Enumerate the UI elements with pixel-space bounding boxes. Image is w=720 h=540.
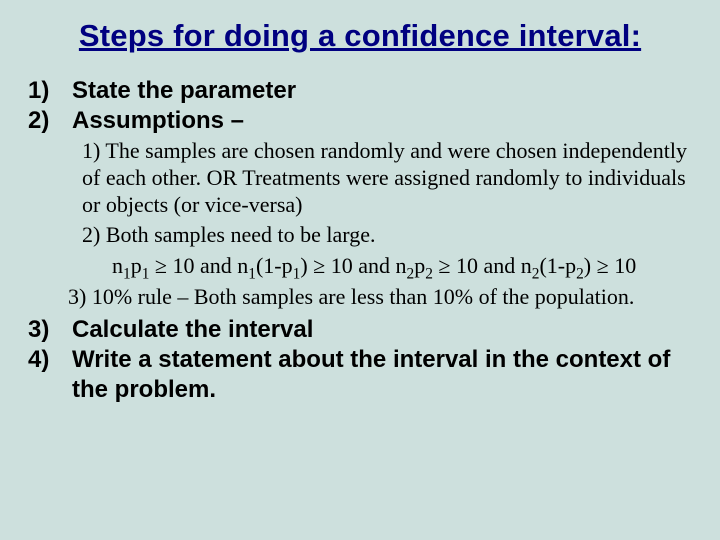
step-3-number: 3) [28,315,72,345]
step-4-text: Write a statement about the interval in … [72,345,692,405]
step-1-number: 1) [28,76,72,106]
step-2: 2) Assumptions – [28,106,692,136]
step-4: 4) Write a statement about the interval … [28,345,692,405]
step-2-number: 2) [28,106,72,136]
step-4-number: 4) [28,345,72,405]
step-2-text: Assumptions – [72,106,692,136]
math-n1p1: n1p1 ≥ 10 and n1(1-p1) ≥ 10 and n2p2 ≥ 1… [112,253,636,278]
slide-title: Steps for doing a confidence interval: [28,18,692,54]
assumption-1: 1) The samples are chosen randomly and w… [82,138,692,218]
assumption-2: 2) Both samples need to be large. [82,222,692,249]
step-3: 3) Calculate the interval [28,315,692,345]
step-1: 1) State the parameter [28,76,692,106]
step-1-text: State the parameter [72,76,692,106]
assumption-3: 3) 10% rule – Both samples are less than… [68,284,692,311]
assumption-2-math: n1p1 ≥ 10 and n1(1-p1) ≥ 10 and n2p2 ≥ 1… [112,253,692,280]
step-3-text: Calculate the interval [72,315,692,345]
